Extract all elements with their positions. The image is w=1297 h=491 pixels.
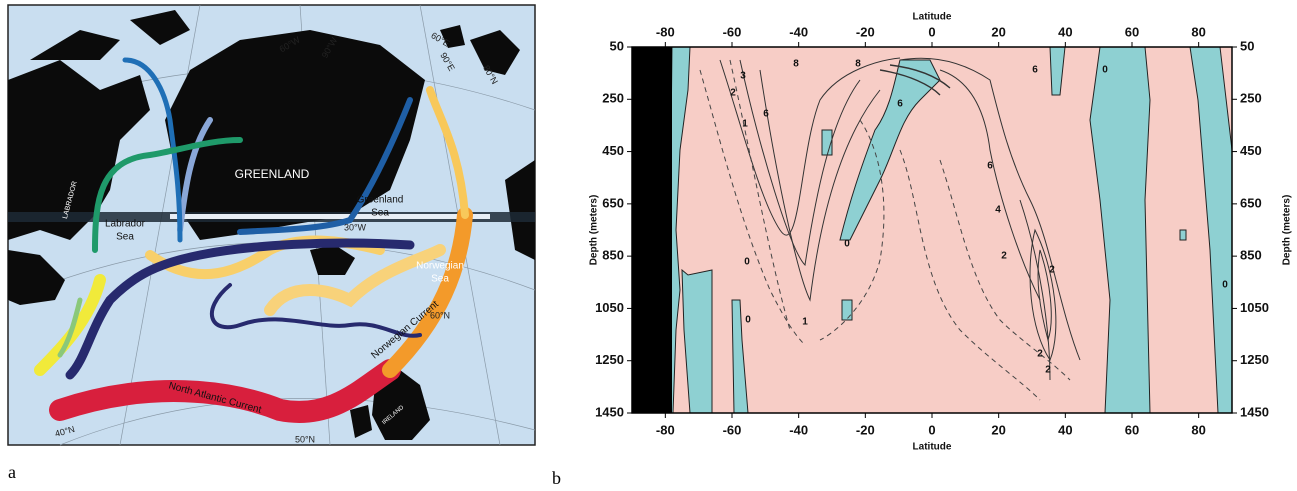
map-label: GREENLAND	[235, 167, 310, 181]
figure: GREENLAND Greenland Sea Labrador Sea LAB…	[0, 0, 1297, 486]
y-tick-label: 250	[1240, 91, 1262, 106]
y-tick-label: 1450	[595, 404, 624, 419]
graticule-label: 50°N	[295, 434, 315, 444]
contour-label: 2	[1001, 251, 1007, 262]
x-tick-label: 0	[928, 422, 935, 437]
graticule-label: 60°N	[430, 310, 450, 320]
map-label: Labrador	[105, 219, 146, 230]
y-tick-label: 450	[602, 143, 624, 158]
y-tick-label: 650	[602, 195, 624, 210]
contour-label: 0	[1102, 65, 1108, 76]
contour-label: 2	[730, 88, 736, 99]
y-tick-label: 450	[1240, 143, 1262, 158]
land-mask	[632, 47, 672, 413]
x-tick-label: -20	[856, 422, 875, 437]
x-tick-label: 60	[1125, 422, 1139, 437]
y-tick-label: 1050	[1240, 300, 1269, 315]
contour-label: 2	[1045, 365, 1051, 376]
y-tick-label: 1050	[595, 300, 624, 315]
map-label: Sea	[371, 208, 389, 219]
contour-label: 0	[844, 239, 850, 250]
x-tick-label: 80	[1191, 24, 1205, 39]
contour-label: 1	[802, 317, 808, 328]
contour-label: 2	[1049, 265, 1055, 276]
y-tick-label: 50	[1240, 38, 1254, 53]
panel-label: b	[552, 468, 561, 486]
y-tick-label: 650	[1240, 195, 1262, 210]
x-tick-label: -40	[789, 24, 808, 39]
panel-label: a	[8, 462, 16, 482]
contour-panel: -80-80-60-60-40-40-20-200020204040606080…	[589, 12, 1293, 453]
y-tick-label: 50	[610, 38, 624, 53]
x-tick-label: -20	[856, 24, 875, 39]
map-label: Sea	[431, 274, 449, 285]
x-tick-label: -60	[723, 24, 742, 39]
x-tick-label: -40	[789, 422, 808, 437]
contour-label: 4	[995, 205, 1001, 216]
x-tick-label: 40	[1058, 24, 1072, 39]
map-label: Norwegian	[416, 261, 464, 272]
contour-label: 2	[1037, 349, 1043, 360]
contour-label: 0	[744, 257, 750, 268]
contour-label: 8	[855, 59, 861, 70]
contour-label: 1	[742, 119, 748, 130]
contour-label: 0	[1222, 280, 1228, 291]
contour-label: 3	[740, 71, 746, 82]
y-tick-label: 1450	[1240, 404, 1269, 419]
contour-label: 6	[897, 99, 903, 110]
x-tick-label: -60	[723, 422, 742, 437]
contour-label: 6	[1032, 65, 1038, 76]
y-tick-label: 1250	[595, 352, 624, 367]
y-axis-title: Depth (meters)	[1282, 195, 1293, 266]
x-tick-label: 40	[1058, 422, 1072, 437]
map-label: Sea	[116, 232, 134, 243]
page: { "panel_a": { "label": "a", "map_labels…	[0, 0, 1297, 486]
x-tick-label: 20	[991, 24, 1005, 39]
contour-label: 6	[763, 109, 769, 120]
contour-label: 0	[745, 315, 751, 326]
contour-label: 6	[987, 161, 993, 172]
x-tick-label: 80	[1191, 422, 1205, 437]
y-tick-label: 1250	[1240, 352, 1269, 367]
map-band-light	[170, 214, 490, 219]
x-tick-label: 60	[1125, 24, 1139, 39]
map-panel: GREENLAND Greenland Sea Labrador Sea LAB…	[8, 5, 535, 445]
x-tick-label: -80	[656, 24, 675, 39]
y-axis-title: Depth (meters)	[589, 195, 600, 266]
y-tick-label: 850	[1240, 248, 1262, 263]
x-tick-label: 0	[928, 24, 935, 39]
y-tick-label: 250	[602, 91, 624, 106]
x-axis-title: Latitude	[913, 442, 952, 453]
x-tick-label: 20	[991, 422, 1005, 437]
x-axis-title: Latitude	[913, 12, 952, 23]
contour-label: 8	[793, 59, 799, 70]
x-tick-label: -80	[656, 422, 675, 437]
y-tick-label: 850	[602, 248, 624, 263]
graticule-label: 30°W	[344, 222, 367, 232]
map-label: Greenland	[357, 195, 404, 206]
